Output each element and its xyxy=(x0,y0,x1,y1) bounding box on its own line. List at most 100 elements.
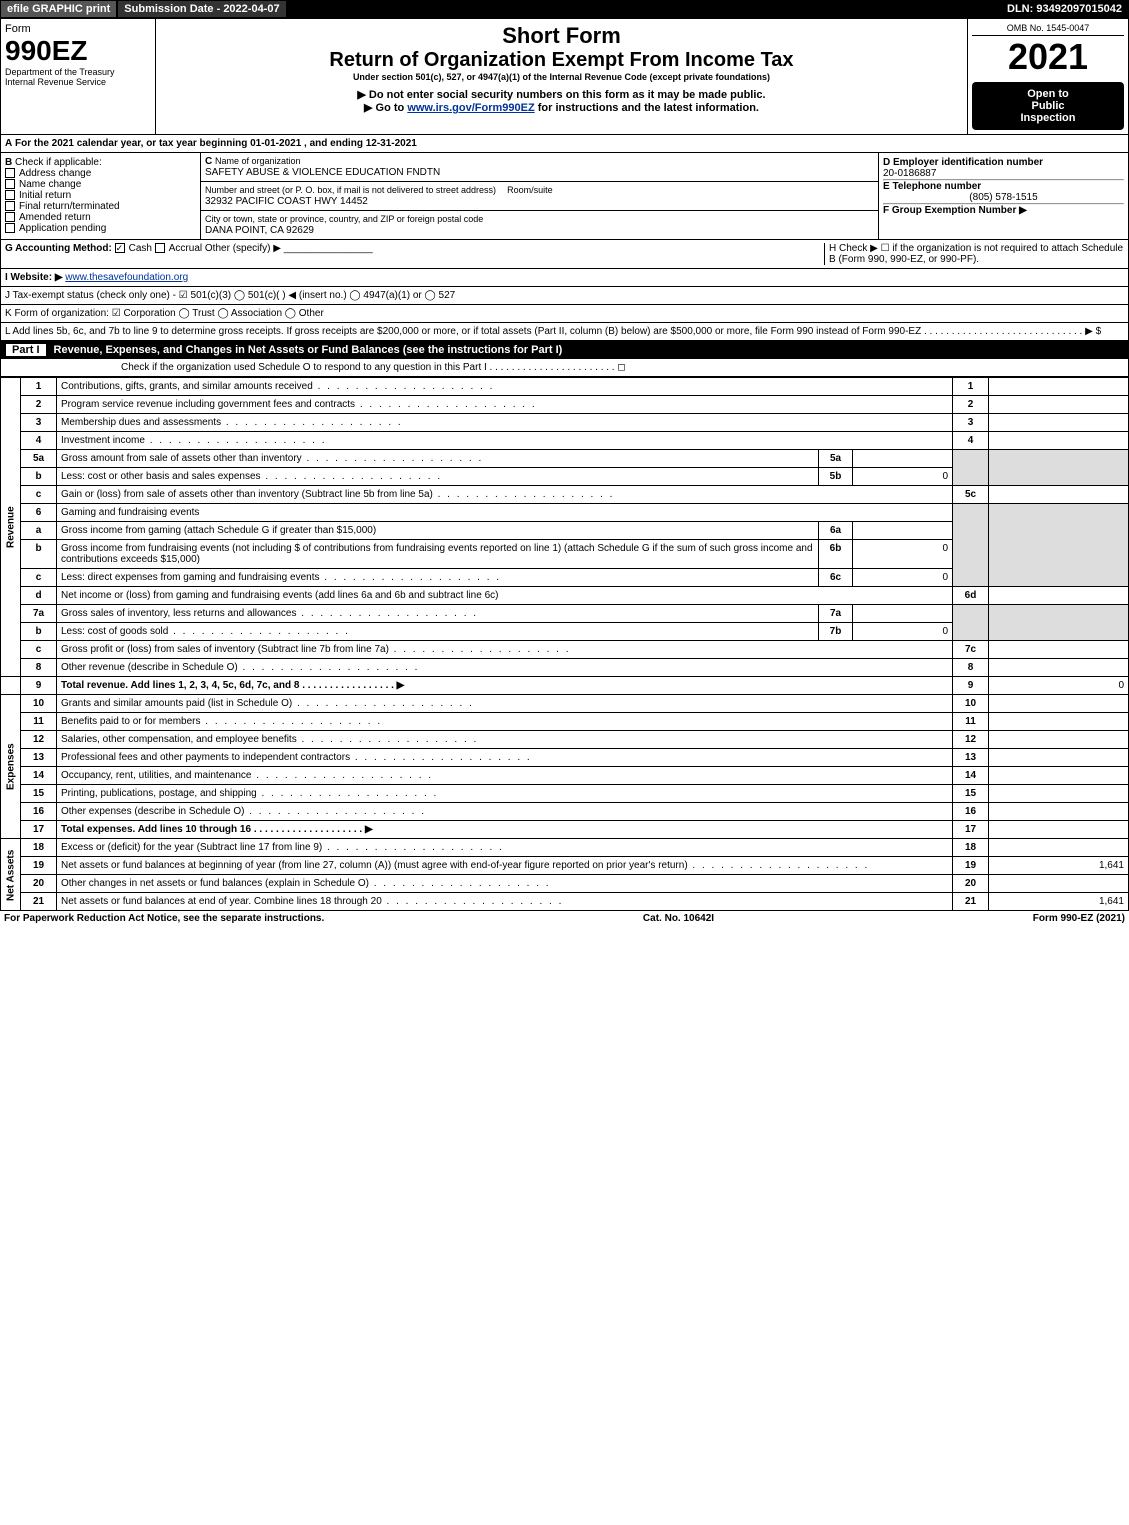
l21-rno: 21 xyxy=(953,893,989,911)
l13-rval xyxy=(989,749,1129,767)
section-bcd: B Check if applicable: Address change Na… xyxy=(0,153,1129,240)
part1-label: Part I xyxy=(6,344,46,356)
l14-rno: 14 xyxy=(953,767,989,785)
l6d-desc: Net income or (loss) from gaming and fun… xyxy=(57,587,953,605)
l21-rval: 1,641 xyxy=(989,893,1129,911)
l5c-rno: 5c xyxy=(953,486,989,504)
cb-initial-return[interactable] xyxy=(5,190,15,200)
org-street: 32932 PACIFIC COAST HWY 14452 xyxy=(205,196,368,207)
l3-rno: 3 xyxy=(953,414,989,432)
l7c-rval xyxy=(989,641,1129,659)
lines-table: Revenue 1 Contributions, gifts, grants, … xyxy=(0,377,1129,911)
l9-desc-text: Total revenue. Add lines 1, 2, 3, 4, 5c,… xyxy=(61,680,299,691)
goto-link[interactable]: www.irs.gov/Form990EZ xyxy=(407,102,534,114)
l7ab-shade xyxy=(953,605,989,641)
l6a-no: a xyxy=(21,522,57,540)
l17-desc: Total expenses. Add lines 10 through 16 … xyxy=(57,821,953,839)
cb-final-return[interactable] xyxy=(5,201,15,211)
form-word: Form xyxy=(5,23,151,35)
l17-desc-text: Total expenses. Add lines 10 through 16 xyxy=(61,824,251,835)
l12-rval xyxy=(989,731,1129,749)
tax-year: 2021 xyxy=(972,36,1124,78)
l3-no: 3 xyxy=(21,414,57,432)
l12-desc: Salaries, other compensation, and employ… xyxy=(57,731,953,749)
l2-rval xyxy=(989,396,1129,414)
l17-no: 17 xyxy=(21,821,57,839)
l18-desc: Excess or (deficit) for the year (Subtra… xyxy=(57,839,953,857)
l7a-subno: 7a xyxy=(819,605,853,623)
e-label: E Telephone number xyxy=(883,181,981,192)
c-name-label: Name of organization xyxy=(215,156,301,166)
cb-accrual[interactable] xyxy=(155,243,165,253)
l6c-desc: Less: direct expenses from gaming and fu… xyxy=(57,569,819,587)
l6-shade xyxy=(953,504,989,587)
l21-no: 21 xyxy=(21,893,57,911)
row-gh: G Accounting Method: Cash Accrual Other … xyxy=(0,240,1129,269)
row-i: I Website: ▶ www.thesavefoundation.org xyxy=(0,269,1129,287)
g-label: G Accounting Method: xyxy=(5,243,112,254)
l6c-subval: 0 xyxy=(853,569,953,587)
l16-rno: 16 xyxy=(953,803,989,821)
cb-amended-return-label: Amended return xyxy=(19,212,91,223)
footer-right: Form 990-EZ (2021) xyxy=(1033,913,1125,924)
row-a: A For the 2021 calendar year, or tax yea… xyxy=(0,135,1129,153)
cb-address-change[interactable] xyxy=(5,168,15,178)
l8-rval xyxy=(989,659,1129,677)
l18-rno: 18 xyxy=(953,839,989,857)
irs: Internal Revenue Service xyxy=(5,77,151,87)
l15-no: 15 xyxy=(21,785,57,803)
cb-application-pending[interactable] xyxy=(5,223,15,233)
l1-rval xyxy=(989,378,1129,396)
efile-print-button[interactable]: efile GRAPHIC print xyxy=(1,1,118,17)
row-a-label: A xyxy=(5,138,12,149)
l11-no: 11 xyxy=(21,713,57,731)
i-label: I Website: ▶ xyxy=(5,272,63,283)
l4-desc: Investment income xyxy=(57,432,953,450)
l7a-desc: Gross sales of inventory, less returns a… xyxy=(57,605,819,623)
omb: OMB No. 1545-0047 xyxy=(972,23,1124,36)
form-number: 990EZ xyxy=(5,35,151,67)
l17-rno: 17 xyxy=(953,821,989,839)
l14-rval xyxy=(989,767,1129,785)
cb-amended-return[interactable] xyxy=(5,212,15,222)
l6b-subno: 6b xyxy=(819,540,853,569)
c-room-label: Room/suite xyxy=(507,185,553,195)
l5b-subval: 0 xyxy=(853,468,953,486)
l2-no: 2 xyxy=(21,396,57,414)
l7b-subval: 0 xyxy=(853,623,953,641)
l18-no: 18 xyxy=(21,839,57,857)
l7ab-shade-val xyxy=(989,605,1129,641)
l19-no: 19 xyxy=(21,857,57,875)
col-d: D Employer identification number 20-0186… xyxy=(878,153,1128,239)
l21-desc: Net assets or fund balances at end of ye… xyxy=(57,893,953,911)
website-link[interactable]: www.thesavefoundation.org xyxy=(65,272,188,283)
ssn-warning: ▶ Do not enter social security numbers o… xyxy=(160,88,963,101)
c-name-row: C Name of organization SAFETY ABUSE & VI… xyxy=(201,153,878,182)
short-form-title: Short Form xyxy=(160,23,963,49)
l19-rno: 19 xyxy=(953,857,989,875)
l6d-no: d xyxy=(21,587,57,605)
l6c-no: c xyxy=(21,569,57,587)
header-mid: Short Form Return of Organization Exempt… xyxy=(156,19,968,134)
cb-final-return-label: Final return/terminated xyxy=(19,201,120,212)
l11-desc: Benefits paid to or for members xyxy=(57,713,953,731)
return-title: Return of Organization Exempt From Incom… xyxy=(160,49,963,72)
open1: Open to xyxy=(978,88,1118,100)
l2-rno: 2 xyxy=(953,396,989,414)
cb-name-change[interactable] xyxy=(5,179,15,189)
l5b-no: b xyxy=(21,468,57,486)
revenue-label: Revenue xyxy=(1,378,21,677)
phone: (805) 578-1515 xyxy=(883,192,1124,203)
header-right: OMB No. 1545-0047 2021 Open to Public In… xyxy=(968,19,1128,134)
cb-initial-return-label: Initial return xyxy=(19,190,71,201)
open2: Public xyxy=(978,100,1118,112)
l14-no: 14 xyxy=(21,767,57,785)
l7c-no: c xyxy=(21,641,57,659)
l14-desc: Occupancy, rent, utilities, and maintena… xyxy=(57,767,953,785)
l11-rno: 11 xyxy=(953,713,989,731)
l5b-desc: Less: cost or other basis and sales expe… xyxy=(57,468,819,486)
l19-rval: 1,641 xyxy=(989,857,1129,875)
footer: For Paperwork Reduction Act Notice, see … xyxy=(0,911,1129,926)
cb-cash[interactable] xyxy=(115,243,125,253)
org-name: SAFETY ABUSE & VIOLENCE EDUCATION FNDTN xyxy=(205,167,440,178)
